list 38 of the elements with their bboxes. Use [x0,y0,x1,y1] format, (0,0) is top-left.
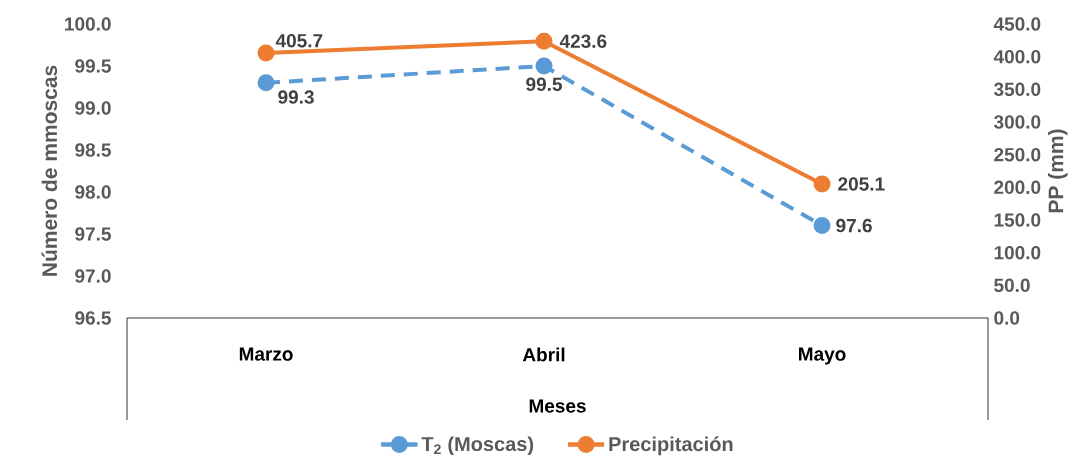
data-label: 97.6 [836,218,872,233]
point [535,32,553,50]
point [813,175,831,193]
point [257,74,275,92]
data-label: 99.5 [526,77,562,91]
y-tick-label: 97.5 [75,227,111,241]
y2-tick-label: 250.0 [994,147,1041,162]
y2-tick-label: 50.0 [994,278,1030,293]
y-tick-label: 98.5 [75,143,111,157]
legend-label: Precipitación [609,436,733,456]
y2-tick-label: 100.0 [994,245,1041,260]
data-label: 423.6 [559,34,607,48]
x-tick-label: Mayo [799,347,846,365]
y2-tick-label: 450.0 [993,17,1041,31]
data-label: 405.7 [275,33,323,48]
y-tick-label: 96.5 [75,311,111,325]
y-tick-label: 98.0 [75,185,111,199]
y2-axis-title: PP (mm) [1047,129,1068,213]
y-axis-title: Número de mmoscas [41,65,58,276]
x-axis-title: Meses [529,399,586,413]
x-tick-label: Abril [522,347,565,362]
point [257,44,275,62]
point [813,217,831,235]
y-tick-label: 99.0 [75,101,111,115]
y-tick-label: 99.5 [75,59,111,73]
y2-tick-label: 350.0 [993,82,1041,97]
data-label: 99.3 [278,90,314,104]
y2-tick-label: 200.0 [994,180,1041,195]
x-tick-label: Marzo [239,347,293,361]
y2-tick-label: 400.0 [993,49,1041,64]
legend-label: T$_{2}$ (Moscas) [421,436,534,456]
y-tick-label: 100.0 [65,17,111,31]
point [535,57,553,75]
y2-tick-label: 150.0 [994,213,1041,227]
y-tick-label: 97.0 [75,269,111,283]
data-label: 205.1 [838,177,885,191]
y2-tick-label: 0.0 [994,311,1020,325]
y2-tick-label: 300.0 [993,115,1041,129]
